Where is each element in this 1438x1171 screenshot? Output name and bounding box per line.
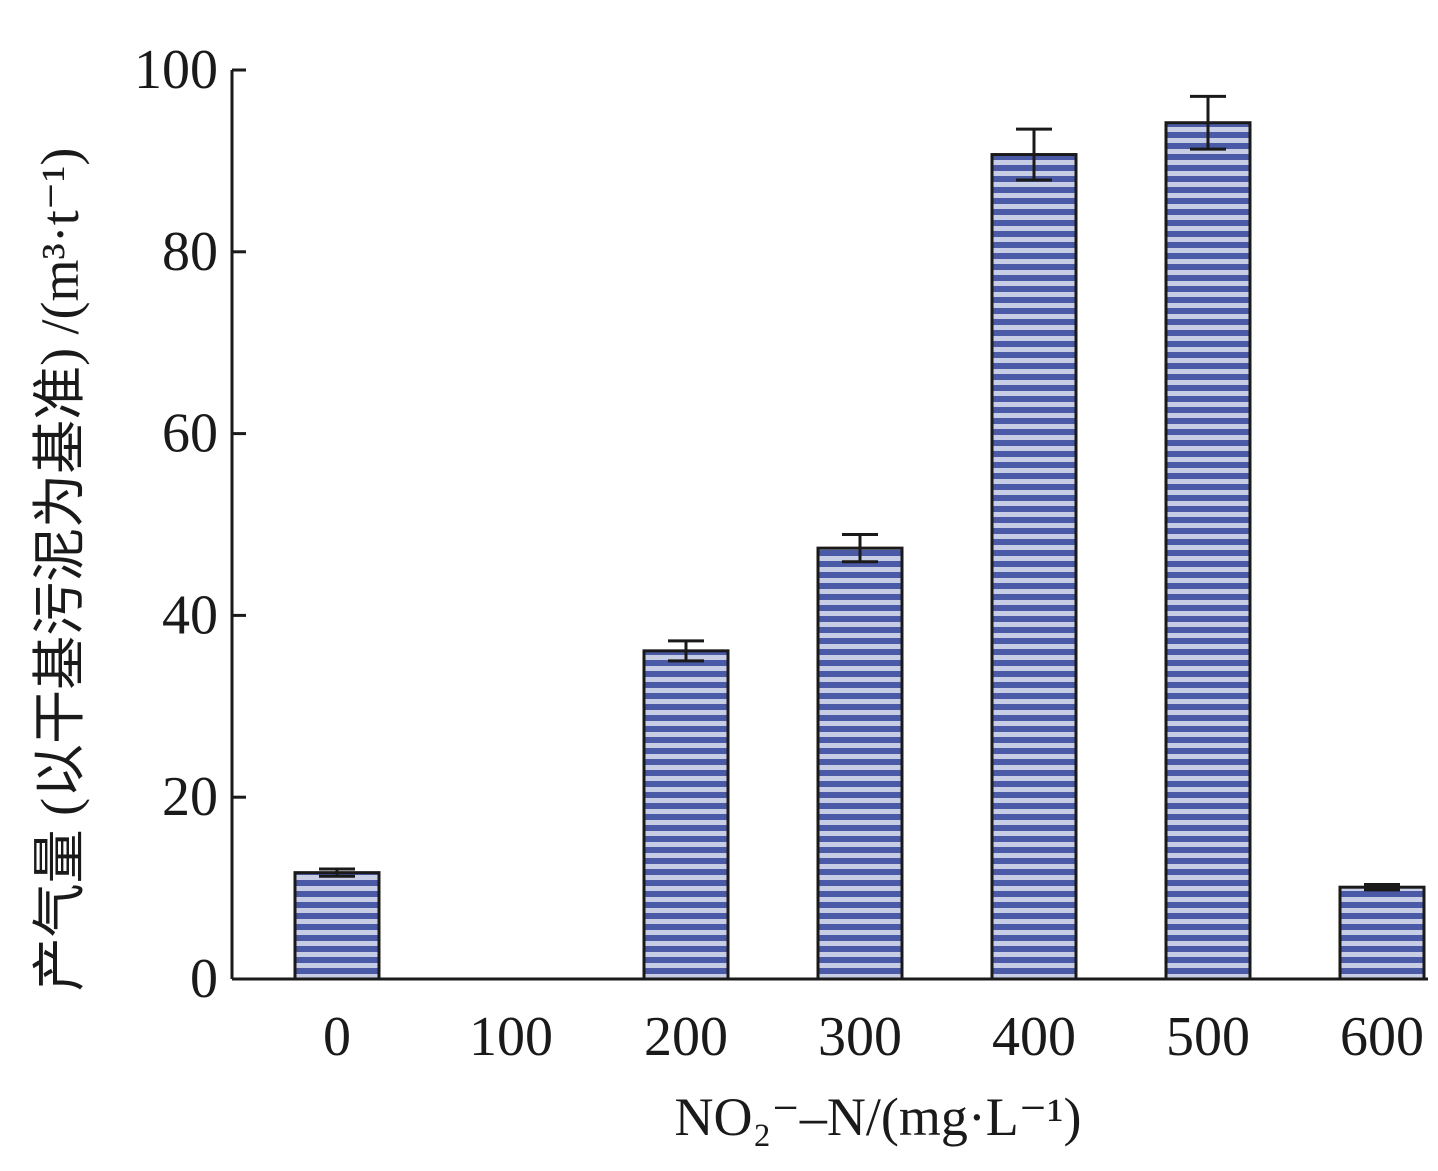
y-ticks: 0 20 40 60 80 100 bbox=[134, 39, 246, 1010]
x-ticks: 0 100 200 300 400 500 600 bbox=[323, 1006, 1424, 1068]
error-bar-300 bbox=[842, 532, 878, 564]
x-tick-label: 100 bbox=[469, 1006, 553, 1068]
bar-500 bbox=[1164, 121, 1252, 981]
x-tick-label: 0 bbox=[323, 1006, 351, 1068]
x-tick-label: 600 bbox=[1340, 1006, 1424, 1068]
x-tick-label: 300 bbox=[818, 1006, 902, 1068]
bar-300 bbox=[816, 546, 904, 981]
y-tick-label: 80 bbox=[162, 221, 218, 283]
x-tick-label: 400 bbox=[992, 1006, 1076, 1068]
x-tick-label: 200 bbox=[644, 1006, 728, 1068]
x-tick-label: 500 bbox=[1166, 1006, 1250, 1068]
error-bar-400 bbox=[1016, 127, 1052, 182]
error-bar-200 bbox=[668, 639, 704, 663]
y-tick-label: 0 bbox=[190, 948, 218, 1010]
axes bbox=[230, 70, 1428, 981]
y-tick-label: 60 bbox=[162, 403, 218, 465]
error-bar-0 bbox=[319, 867, 355, 878]
error-bars bbox=[319, 94, 1400, 892]
bar-400 bbox=[990, 153, 1078, 981]
y-tick-label: 40 bbox=[162, 584, 218, 646]
bar-600 bbox=[1338, 885, 1426, 981]
bar-200 bbox=[642, 649, 730, 981]
error-bar-500 bbox=[1190, 94, 1226, 151]
bar-0 bbox=[293, 871, 381, 981]
x-axis-title: NO₂⁻–N/(mg·L⁻¹) bbox=[675, 1087, 1082, 1147]
y-axis-title: 产气量 (以干基污泥为基准) /(m³·t⁻¹) bbox=[30, 148, 90, 992]
error-bar-600 bbox=[1364, 882, 1400, 892]
y-tick-label: 100 bbox=[134, 39, 218, 101]
y-tick-label: 20 bbox=[162, 766, 218, 828]
